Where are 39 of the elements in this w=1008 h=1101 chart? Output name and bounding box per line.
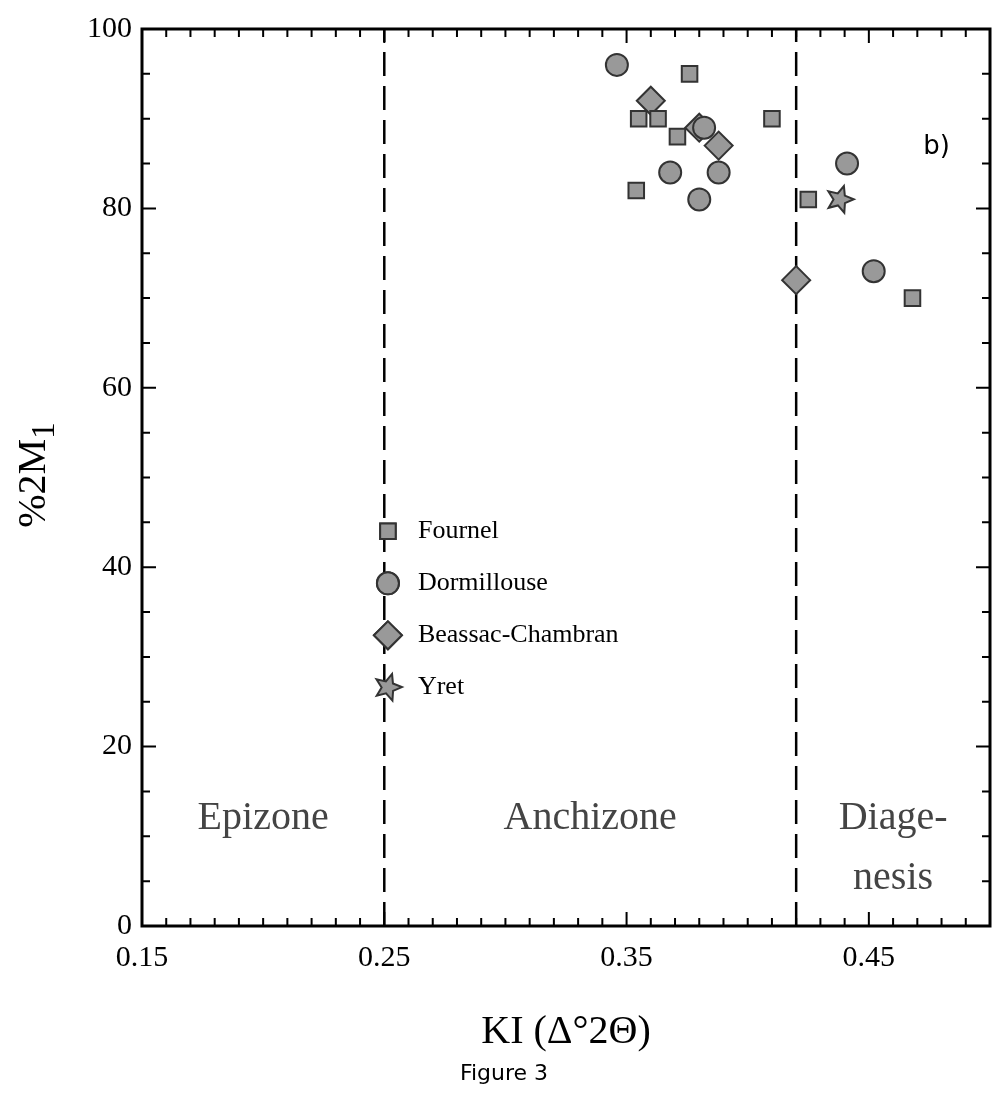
annotation: Epizone — [197, 792, 329, 838]
legend-label: Fournel — [417, 515, 499, 545]
caption: Figure 3 — [458, 1060, 550, 1085]
point — [680, 65, 699, 83]
point — [703, 130, 734, 161]
annotation: b) — [923, 129, 950, 160]
annotation: Diage- nesis — [838, 792, 948, 898]
point — [835, 151, 860, 176]
point — [827, 185, 855, 214]
x-axis-title: KI (Δ°2Θ) — [481, 1006, 651, 1052]
point — [627, 181, 646, 200]
point — [781, 265, 812, 296]
point — [687, 187, 712, 212]
point — [903, 289, 922, 307]
point — [706, 160, 731, 185]
y-tick-label: 20 — [102, 727, 132, 761]
point — [861, 259, 886, 284]
legend-label: Dormillouse — [417, 567, 548, 597]
y-tick-label: 80 — [102, 189, 132, 223]
y-tick-label: 60 — [102, 368, 132, 402]
point — [692, 115, 717, 140]
y-tick-label: 0 — [117, 906, 132, 940]
point — [799, 190, 818, 209]
point — [658, 160, 683, 185]
point — [629, 109, 648, 128]
legend-label: Yret — [417, 671, 465, 701]
x-tick-label: 0.25 — [358, 938, 411, 972]
point — [668, 127, 687, 146]
legend-label: Beassac-Chambran — [417, 619, 619, 649]
annotation: Anchizone — [503, 792, 677, 838]
x-tick-label: 0.45 — [842, 938, 896, 972]
point — [649, 109, 667, 128]
point — [763, 109, 781, 128]
x-tick-label: 0.15 — [115, 938, 169, 972]
point — [635, 85, 666, 116]
point — [604, 52, 629, 77]
y-tick-label: 40 — [102, 548, 132, 582]
y-tick-label: 100 — [87, 9, 132, 43]
x-tick-label: 0.35 — [600, 938, 653, 972]
